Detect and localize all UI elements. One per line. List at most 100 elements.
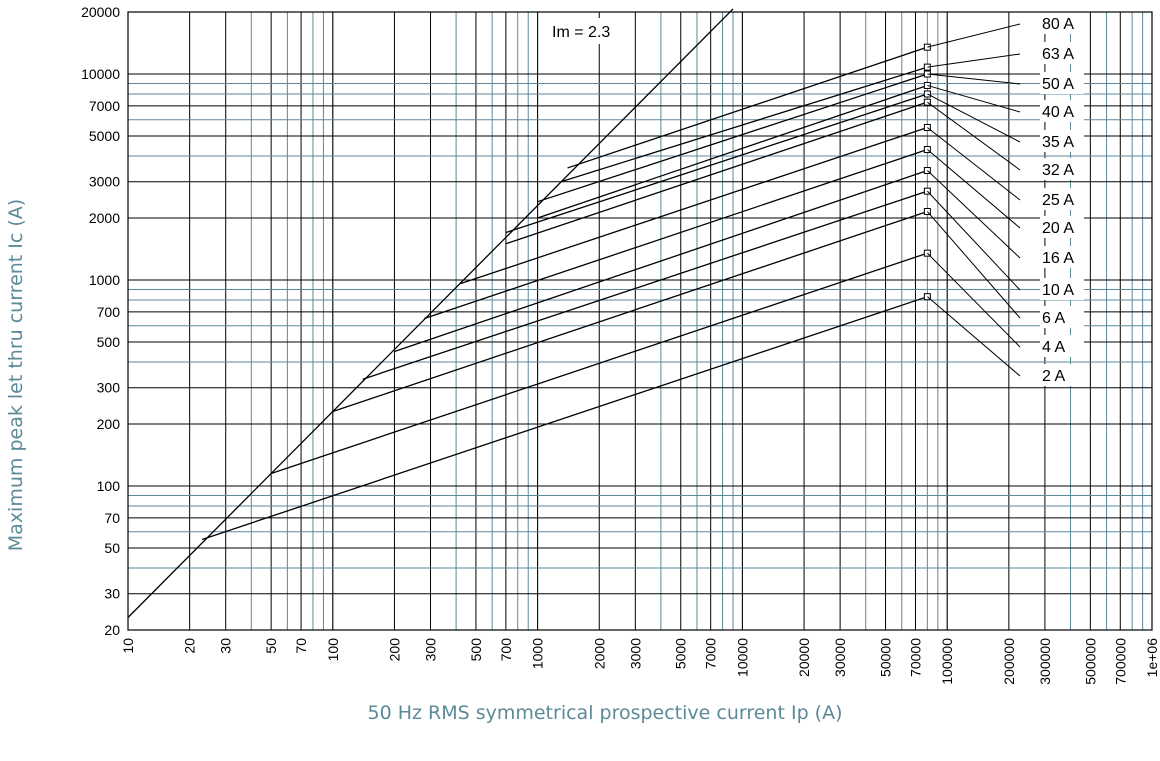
- y-tick-label: 700: [97, 304, 121, 320]
- series-line: [560, 66, 928, 183]
- x-tick-label: 500000: [1082, 638, 1098, 685]
- series-line: [505, 93, 928, 234]
- series-label-bg: [1040, 278, 1084, 300]
- series-label: 80 A: [1042, 16, 1074, 33]
- series-label: 20 A: [1042, 220, 1074, 237]
- series-line: [201, 296, 928, 541]
- y-tick-label: 2000: [89, 210, 120, 226]
- plot-frame: [127, 11, 1153, 631]
- annotation-bg: [540, 18, 624, 44]
- y-tick-label: 20: [104, 622, 120, 638]
- series-leader: [927, 170, 1021, 259]
- series-label: 32 A: [1042, 162, 1074, 179]
- reference-line: [127, 8, 734, 618]
- series-leader: [927, 149, 1021, 229]
- series-leader: [926, 252, 1021, 348]
- series-leader: [926, 211, 1021, 319]
- y-tick-label: 20000: [81, 4, 120, 20]
- series-label-bg: [1040, 130, 1084, 152]
- series-label-bg: [1040, 42, 1084, 64]
- series-label-bg: [1040, 216, 1084, 238]
- series-line: [537, 73, 928, 203]
- x-tick-label: 50: [263, 638, 279, 654]
- series-line: [270, 252, 928, 475]
- series-line: [394, 169, 928, 353]
- series-label: 40 A: [1042, 104, 1074, 121]
- y-tick-label: 7000: [89, 98, 120, 114]
- y-tick-label: 30: [104, 586, 120, 602]
- series-label: 4 A: [1042, 339, 1065, 356]
- y-tick-label: 5000: [89, 128, 120, 144]
- series-leader: [927, 101, 1021, 171]
- x-tick-label: 5000: [673, 638, 689, 669]
- y-tick-label: 70: [104, 510, 120, 526]
- series-lines: [127, 8, 1021, 618]
- series-label-bg: [1040, 158, 1084, 180]
- series-label-bg: [1040, 12, 1084, 34]
- series-leader: [927, 73, 1021, 85]
- series-leader: [927, 23, 1021, 48]
- series-label: 16 A: [1042, 250, 1074, 267]
- x-tick-label: 700: [498, 638, 514, 662]
- series-leader: [927, 93, 1021, 143]
- x-tick-label: 700000: [1112, 638, 1128, 685]
- y-tick-label: 10000: [81, 66, 120, 82]
- x-tick-label: 30000: [832, 638, 848, 677]
- x-tick-label: 300000: [1037, 638, 1053, 685]
- x-tick-label: 100000: [939, 638, 955, 685]
- series-line: [460, 126, 928, 285]
- series-leader: [927, 84, 1021, 113]
- x-tick-label: 50000: [878, 638, 894, 677]
- y-tick-label: 300: [97, 380, 121, 396]
- annotation-text: Im = 2.3: [552, 24, 610, 41]
- x-tick-label: 7000: [703, 638, 719, 669]
- x-tick-label: 1000: [530, 638, 546, 669]
- series-label-bg: [1040, 188, 1084, 210]
- series-line: [505, 101, 928, 245]
- x-tick-label: 100: [325, 638, 341, 662]
- x-tick-label: 10: [120, 638, 136, 654]
- x-tick-label: 10000: [734, 638, 750, 677]
- x-tick-label: 200: [386, 638, 402, 662]
- series-label: 35 A: [1042, 134, 1074, 151]
- series-leader: [927, 127, 1021, 201]
- x-tick-label: 70: [293, 638, 309, 654]
- y-axis-label: Maximum peak let thru current Ic (A): [5, 198, 27, 552]
- series-line: [537, 84, 928, 219]
- y-tick-label: 3000: [89, 174, 120, 190]
- series-label-bg: [1040, 100, 1084, 122]
- series-label-bg: [1040, 246, 1084, 268]
- series-label: 50 A: [1042, 76, 1074, 93]
- series-label-bg: [1040, 364, 1084, 386]
- series-label-bg: [1040, 306, 1084, 328]
- series-label: 25 A: [1042, 192, 1074, 209]
- series-label-bg: [1040, 72, 1084, 94]
- series-line: [362, 190, 928, 380]
- x-tick-label: 30: [218, 638, 234, 654]
- x-tick-label: 2000: [591, 638, 607, 669]
- x-tick-label: 1e+06: [1144, 638, 1160, 678]
- series-leader: [927, 53, 1021, 68]
- x-tick-label: 20000: [796, 638, 812, 677]
- grid: [127, 11, 1153, 631]
- x-tick-label: 200000: [1001, 638, 1017, 685]
- x-tick-label: 3000: [627, 638, 643, 669]
- series-label-bg: [1040, 335, 1084, 357]
- annotation-group: Im = 2.3: [540, 18, 624, 44]
- series-label: 2 A: [1042, 368, 1065, 385]
- series-labels: 80 A 63 A 50 A 40 A 35 A 32 A 25 A 20 A 16 A 10 A…: [1040, 12, 1084, 386]
- y-tick-label: 1000: [89, 272, 120, 288]
- series-line: [332, 210, 928, 413]
- x-tick-label: 70000: [907, 638, 923, 677]
- series-line: [424, 148, 928, 320]
- y-tick-label: 100: [97, 478, 121, 494]
- x-tick-label: 500: [468, 638, 484, 662]
- x-tick-label: 300: [423, 638, 439, 662]
- series-label: 63 A: [1042, 46, 1074, 63]
- y-tick-label: 500: [97, 334, 121, 350]
- series-line: [567, 46, 928, 169]
- series-leader: [927, 296, 1021, 377]
- x-axis-label: 50 Hz RMS symmetrical prospective curren…: [367, 702, 843, 724]
- tick-labels: 10 20 30 50 70 100 200 300 500 700 1000 2000 3000 500…: [81, 4, 1160, 685]
